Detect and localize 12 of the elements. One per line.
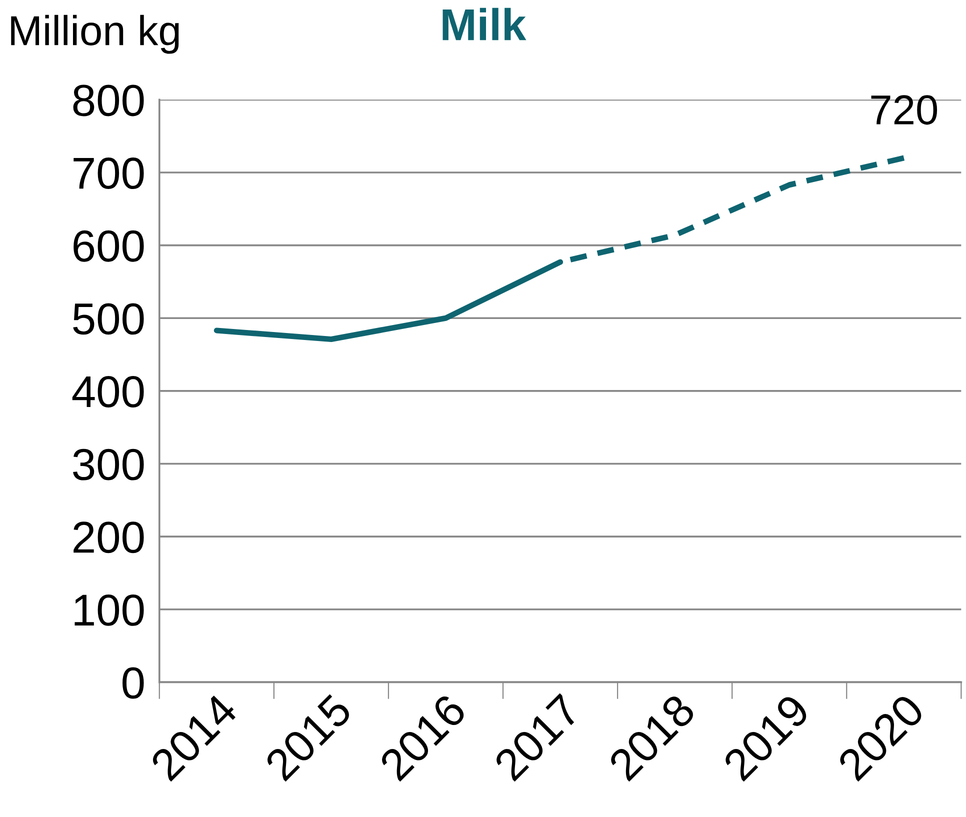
chart-title: Milk — [442, 8, 526, 40]
y-tick-label: 800 — [73, 84, 144, 116]
y-tick-label: 200 — [74, 522, 144, 554]
annotation: 720 — [871, 95, 938, 125]
y-tick-label: 700 — [74, 158, 144, 190]
y-tick-label: 0 — [122, 667, 144, 699]
y-tick-label: 300 — [73, 448, 144, 480]
y-tick-label: 100 — [74, 594, 144, 626]
y-tick-label: 600 — [74, 230, 144, 262]
y-tick-label: 400 — [72, 376, 144, 408]
y-tick-label: 500 — [73, 303, 144, 335]
y-axis-title: Million kg — [11, 14, 179, 54]
